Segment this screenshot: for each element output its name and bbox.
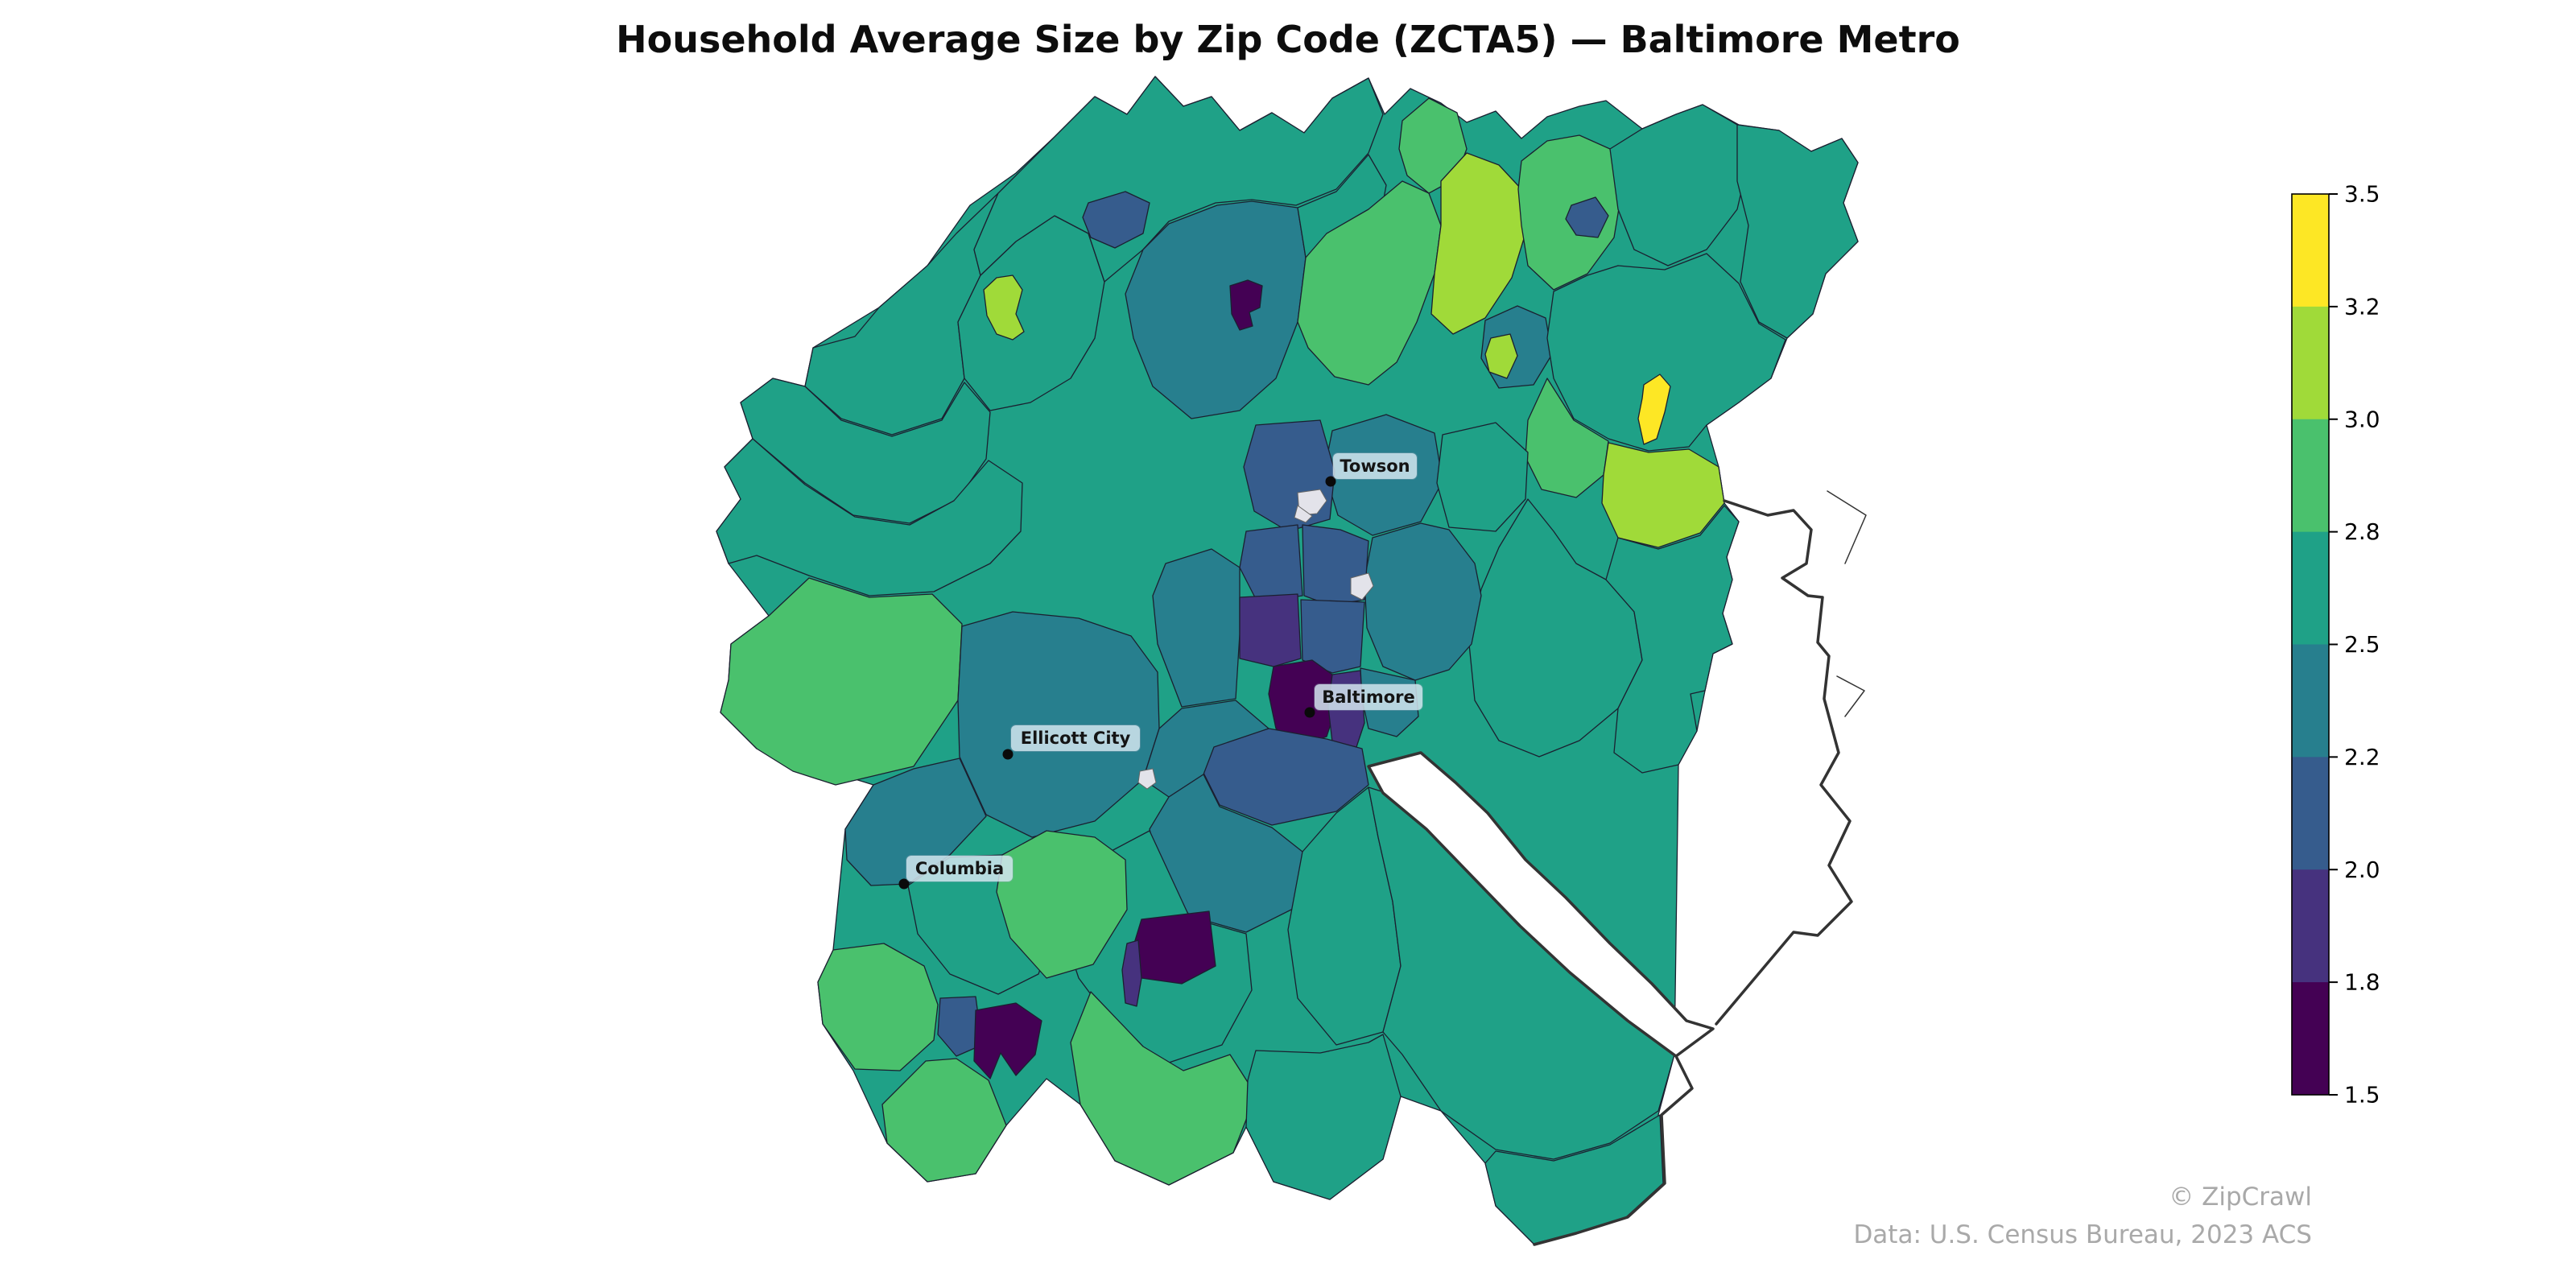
colorbar-tick-label: 3.5 — [2344, 181, 2380, 208]
coastline — [1827, 490, 1867, 564]
zip-region — [1736, 124, 1859, 339]
zip-region — [1297, 180, 1442, 386]
water-body — [1367, 751, 1715, 1058]
coastline-layer — [1533, 490, 1867, 1246]
city-label: Ellicott City — [1011, 725, 1140, 751]
water-inlet — [1294, 505, 1313, 523]
colorbar-tick-label: 3.2 — [2344, 293, 2380, 320]
city-label: Towson — [1333, 453, 1417, 479]
colorbar-band — [2292, 419, 2329, 533]
colorbar-band — [2292, 982, 2329, 1096]
city-label: Columbia — [906, 856, 1013, 881]
zip-region — [1601, 442, 1725, 548]
zip-region — [1245, 1034, 1402, 1200]
zip-region — [1070, 991, 1257, 1186]
city-marker-dot — [1325, 476, 1336, 487]
colorbar-tick-label: 1.5 — [2344, 1082, 2380, 1108]
zip-region — [1152, 548, 1241, 708]
page-title: Household Average Size by Zip Code (ZCTA… — [616, 18, 1960, 61]
water-inlet — [1137, 768, 1157, 790]
city-label: Baltimore — [1315, 684, 1422, 710]
city-marker-dot — [898, 878, 910, 890]
coastline — [1836, 675, 1865, 717]
zip-region — [881, 1058, 1007, 1183]
zip-region — [1239, 593, 1302, 667]
city-marker-dot — [1304, 707, 1315, 718]
zip-region — [1125, 200, 1307, 419]
colorbar-band — [2292, 306, 2329, 420]
zip-region — [937, 996, 983, 1057]
zip-region — [1229, 279, 1263, 331]
zip-region — [1565, 196, 1609, 238]
coastline — [1533, 1055, 1694, 1246]
zip-region — [1430, 152, 1526, 335]
zip-region — [1546, 253, 1786, 452]
zip-region — [1082, 191, 1150, 249]
attribution-source: Data: U.S. Census Bureau, 2023 ACS — [1853, 1220, 2312, 1249]
zip-region — [1133, 910, 1216, 985]
colorbar-band — [2292, 644, 2329, 758]
zip-region — [1300, 599, 1365, 674]
map-regions-layer — [716, 76, 1859, 1245]
colorbar-tick-label: 2.8 — [2344, 518, 2380, 545]
zip-region — [973, 76, 1384, 283]
colorbar-tick-label: 2.5 — [2344, 631, 2380, 658]
water-inlet — [1350, 572, 1374, 601]
colorbar-band — [2292, 194, 2329, 308]
zip-region — [817, 943, 939, 1071]
zip-region — [1268, 659, 1337, 748]
zip-region — [1203, 728, 1369, 826]
zip-region — [1436, 422, 1529, 532]
water-layer — [1137, 489, 1715, 1058]
city-marker-dot — [1002, 749, 1013, 760]
colorbar-band — [2292, 869, 2329, 983]
zip-region — [1637, 374, 1671, 445]
zip-region — [973, 1002, 1042, 1080]
zip-region — [1484, 333, 1518, 379]
zip-region — [983, 275, 1025, 341]
colorbar-tick-label: 1.8 — [2344, 969, 2380, 996]
colorbar-band — [2292, 757, 2329, 870]
attribution: © ZipCrawl Data: U.S. Census Bureau, 202… — [1853, 1179, 2312, 1254]
colorbar-tick-label: 2.0 — [2344, 857, 2380, 883]
colorbar-tick-label: 3.0 — [2344, 406, 2380, 432]
colorbar: 3.5 3.2 3.0 2.8 2.5 2.2 2.0 1.8 1.5 — [2291, 181, 2380, 1108]
zip-region — [1525, 378, 1609, 498]
coastline — [1715, 499, 1853, 1026]
attribution-copyright: © ZipCrawl — [2169, 1183, 2312, 1212]
zip-region — [1364, 522, 1482, 681]
zip-region — [1605, 505, 1740, 774]
colorbar-band — [2292, 531, 2329, 645]
zip-region — [716, 438, 1023, 597]
zip-region — [996, 830, 1128, 979]
zip-region — [844, 758, 987, 886]
zip-region — [1121, 939, 1142, 1007]
colorbar-tick-label: 2.2 — [2344, 744, 2380, 770]
